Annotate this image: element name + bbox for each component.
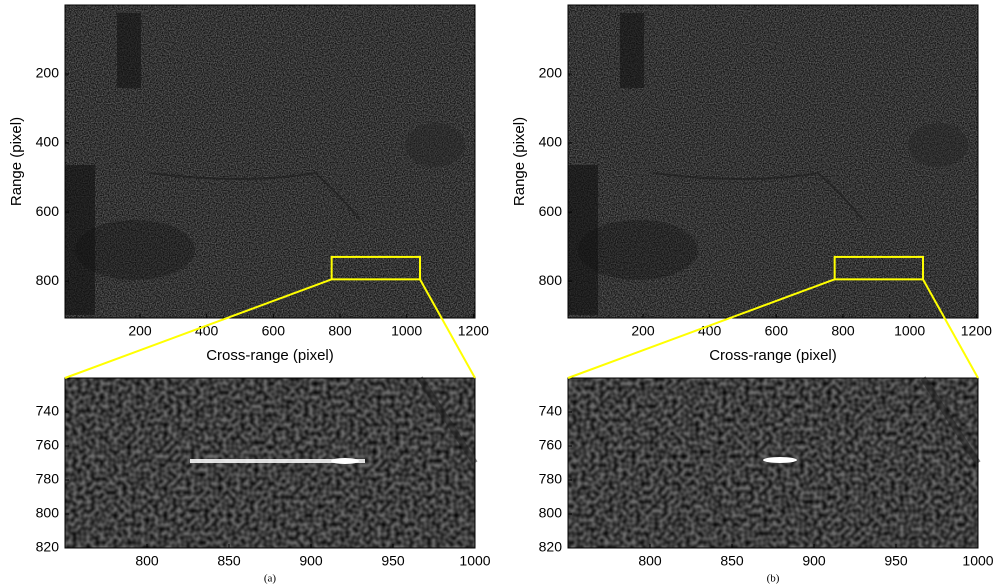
y-axis-label: Range (pixel) <box>8 117 25 206</box>
x-tick-label: 950 <box>884 553 908 569</box>
x-tick-label: 900 <box>299 553 323 569</box>
highlight-box <box>833 255 925 281</box>
x-tick-label: 800 <box>831 323 855 339</box>
x-tick-label: 1000 <box>459 553 490 569</box>
zoom-connector <box>922 278 979 379</box>
x-tick-label: 1200 <box>458 323 489 339</box>
x-tick-label: 850 <box>720 553 744 569</box>
y-tick-label: 800 <box>539 505 563 521</box>
caption: (b) <box>767 573 780 585</box>
y-tick-label: 600 <box>36 203 60 219</box>
diagonal-feature <box>920 376 981 465</box>
dark-region <box>117 13 141 88</box>
shoreline <box>652 171 864 221</box>
dark-region <box>908 123 968 167</box>
zoom-connector <box>64 278 333 379</box>
plot-frame <box>567 377 979 549</box>
x-tick-label: 1200 <box>961 323 992 339</box>
y-tick-label: 200 <box>36 65 60 81</box>
target-core <box>331 458 359 464</box>
x-tick-label: 800 <box>135 553 159 569</box>
x-tick-label: 800 <box>328 323 352 339</box>
y-tick-label: 780 <box>36 471 60 487</box>
panels: 200 400 600 800 1000 1200 200 400 600 800 Cross-ra… <box>8 4 994 585</box>
plot-frame <box>64 4 476 319</box>
dark-region <box>405 123 465 167</box>
plot-frame <box>64 377 476 549</box>
zoom-connector <box>419 278 476 379</box>
dark-region <box>75 220 195 280</box>
y-tick-label: 400 <box>36 134 60 150</box>
x-tick-label: 900 <box>802 553 826 569</box>
plot-frame <box>567 4 979 319</box>
x-tick-label: 200 <box>631 323 655 339</box>
y-tick-label: 600 <box>539 203 563 219</box>
y-tick-label: 760 <box>36 437 60 453</box>
zoom-connector <box>567 278 836 379</box>
target-core <box>763 457 797 463</box>
y-tick-label: 800 <box>36 505 60 521</box>
caption: (a) <box>264 573 277 585</box>
dark-region <box>568 165 598 315</box>
image-noise <box>568 378 978 548</box>
y-tick-label: 400 <box>539 134 563 150</box>
y-tick-label: 820 <box>539 539 563 555</box>
dark-region <box>578 220 698 280</box>
x-tick-label: 200 <box>128 323 152 339</box>
x-tick-label: 950 <box>381 553 405 569</box>
x-axis-label: Cross-range (pixel) <box>206 347 334 364</box>
y-tick-label: 740 <box>36 403 60 419</box>
highlight-box <box>330 255 421 281</box>
y-tick-label: 780 <box>539 471 563 487</box>
y-tick-label: 820 <box>36 539 60 555</box>
x-tick-label: 850 <box>217 553 241 569</box>
y-tick-label: 200 <box>539 65 563 81</box>
x-tick-label: 1000 <box>894 323 925 339</box>
dark-region <box>620 13 644 88</box>
x-tick-label: 600 <box>262 323 286 339</box>
x-axis-label: Cross-range (pixel) <box>709 347 837 364</box>
diagonal-feature <box>417 376 478 465</box>
y-tick-label: 800 <box>539 272 563 288</box>
shoreline <box>149 171 361 221</box>
y-axis-label: Range (pixel) <box>511 117 528 206</box>
x-tick-label: 800 <box>638 553 662 569</box>
x-tick-label: 1000 <box>391 323 422 339</box>
y-tick-label: 760 <box>539 437 563 453</box>
y-tick-label: 740 <box>539 403 563 419</box>
y-tick-label: 800 <box>36 272 60 288</box>
x-tick-label: 1000 <box>962 553 993 569</box>
x-tick-label: 600 <box>765 323 789 339</box>
dark-region <box>65 165 95 315</box>
target-streak <box>190 459 365 463</box>
